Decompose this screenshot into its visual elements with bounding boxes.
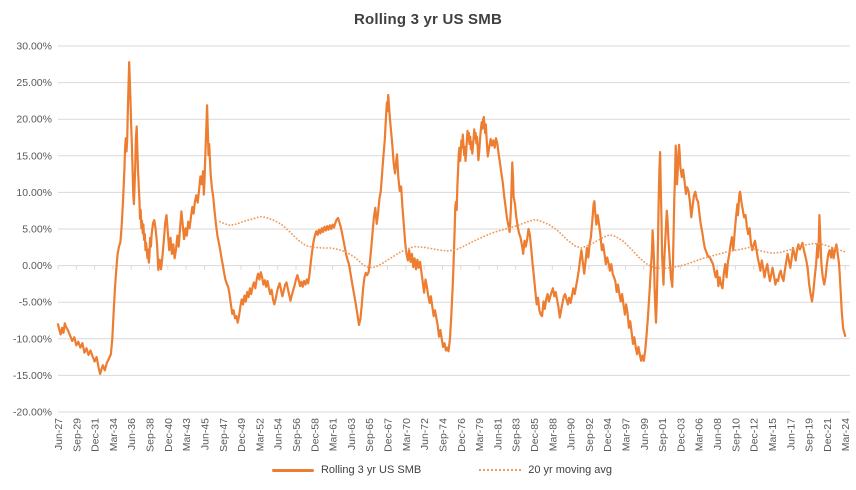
x-axis-label: Mar-79 (474, 418, 486, 451)
y-axis-label: -20.00% (13, 407, 52, 419)
x-axis-label: Mar-52 (254, 418, 266, 451)
legend-label: 20 yr moving avg (528, 464, 613, 476)
x-axis-label: Dec-58 (309, 418, 321, 452)
x-axis-label: Jun-81 (492, 418, 504, 450)
x-axis-label: Dec-49 (236, 418, 248, 452)
x-axis-label: Mar-06 (694, 418, 706, 451)
x-axis-label: Dec-94 (602, 418, 614, 452)
x-axis-label: Sep-01 (657, 418, 669, 452)
x-axis-label: Sep-74 (437, 418, 449, 452)
x-axis-label: Mar-88 (547, 418, 559, 451)
x-axis-label: Jun-45 (200, 418, 212, 450)
x-axis-label: Sep-92 (584, 418, 596, 452)
x-axis-label: Sep-83 (511, 418, 523, 452)
x-axis-label: Jun-08 (712, 418, 724, 450)
y-axis-label: 20.00% (16, 114, 52, 126)
y-axis-label: 0.00% (22, 260, 52, 272)
x-axis-label: Sep-47 (218, 418, 230, 452)
x-axis-label: Dec-40 (163, 418, 175, 452)
x-axis-label: Jun-72 (419, 418, 431, 450)
chart-legend: Rolling 3 yr US SMB 20 yr moving avg (14, 464, 856, 476)
x-axis-label: Jun-90 (566, 418, 578, 450)
x-axis-label: Sep-29 (71, 418, 83, 452)
x-axis-label: Mar-15 (767, 418, 779, 451)
x-axis-label: Jun-54 (273, 418, 285, 450)
x-axis-label: Mar-70 (401, 418, 413, 451)
x-axis-label: Sep-38 (145, 418, 157, 452)
x-axis-label: Sep-19 (804, 418, 816, 452)
x-axis-label: Jun-36 (126, 418, 138, 450)
moving-avg-line (219, 215, 846, 270)
x-axis-label: Dec-67 (383, 418, 395, 452)
x-axis-label: Dec-03 (675, 418, 687, 452)
y-axis-label: -10.00% (13, 333, 52, 345)
x-axis-label: Mar-34 (108, 418, 120, 451)
legend-item-moving-avg: 20 yr moving avg (479, 464, 612, 476)
y-axis-label: -5.00% (19, 297, 52, 309)
x-axis-label: Mar-24 (840, 418, 852, 451)
solid-line-swatch (271, 468, 314, 472)
x-axis-label: Dec-76 (456, 418, 468, 452)
y-axis-label: 10.00% (16, 187, 52, 199)
x-axis-label: Mar-43 (181, 418, 193, 451)
dotted-line-swatch (479, 469, 522, 471)
x-axis-label: Dec-85 (529, 418, 541, 452)
x-axis-label: Jun-27 (53, 418, 65, 450)
x-axis-label: Dec-31 (90, 418, 102, 452)
legend-label: Rolling 3 yr US SMB (320, 464, 422, 476)
x-axis-label: Jun-63 (346, 418, 358, 450)
y-axis-label: 15.00% (16, 150, 52, 162)
x-axis-label: Sep-65 (364, 418, 376, 452)
y-axis-label: -15.00% (13, 370, 52, 382)
y-axis-label: 5.00% (22, 224, 52, 236)
rolling-3yr-line (56, 61, 847, 375)
y-axis-label: 25.00% (16, 77, 52, 89)
x-axis-label: Mar-61 (328, 418, 340, 451)
x-axis-label: Sep-10 (730, 418, 742, 452)
x-axis-label: Jun-99 (639, 418, 651, 450)
x-axis-label: Jun-17 (785, 418, 797, 450)
x-axis-label: Mar-97 (621, 418, 633, 451)
x-axis-label: Sep-56 (291, 418, 303, 452)
y-axis-label: 30.00% (16, 41, 52, 53)
x-axis-label: Dec-21 (822, 418, 834, 452)
x-axis-label: Dec-12 (749, 418, 761, 452)
legend-item-rolling-3yr: Rolling 3 yr US SMB (271, 464, 422, 476)
chart-title: Rolling 3 yr US SMB (354, 11, 502, 28)
